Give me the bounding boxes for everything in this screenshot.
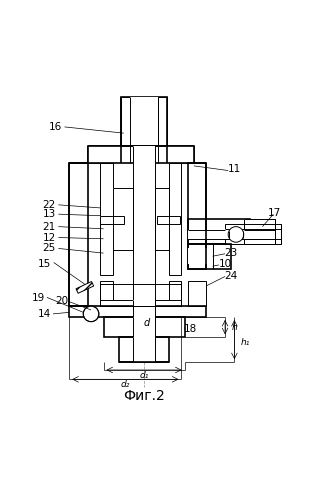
Text: 19: 19: [32, 294, 45, 304]
Bar: [133, 317, 155, 338]
Bar: [133, 194, 153, 256]
Text: 13: 13: [42, 209, 56, 219]
Bar: [104, 317, 185, 338]
Bar: [225, 229, 281, 239]
Bar: [225, 224, 281, 244]
Bar: [244, 219, 275, 244]
Bar: [244, 219, 275, 244]
Bar: [113, 188, 133, 250]
Bar: [121, 98, 130, 146]
Bar: [156, 216, 180, 224]
Text: d₂: d₂: [121, 380, 130, 390]
Bar: [88, 146, 194, 162]
Polygon shape: [76, 282, 94, 294]
Bar: [188, 244, 231, 268]
Bar: [100, 216, 124, 224]
Text: h: h: [231, 322, 237, 332]
Text: 21: 21: [42, 222, 56, 232]
Bar: [169, 281, 182, 306]
Bar: [102, 178, 111, 219]
Bar: [167, 146, 194, 162]
Bar: [100, 216, 124, 224]
Circle shape: [83, 306, 99, 322]
Bar: [100, 281, 113, 306]
Bar: [188, 162, 206, 268]
Text: 23: 23: [225, 248, 238, 258]
Bar: [119, 338, 169, 362]
Bar: [100, 284, 147, 306]
Bar: [188, 219, 250, 244]
Bar: [121, 146, 167, 162]
Bar: [69, 306, 206, 317]
Text: 16: 16: [49, 122, 62, 132]
Bar: [133, 338, 155, 362]
Text: 18: 18: [184, 324, 198, 334]
Bar: [113, 162, 169, 306]
Bar: [169, 281, 182, 306]
Bar: [169, 162, 182, 275]
Text: 17: 17: [268, 208, 281, 218]
Bar: [100, 162, 113, 275]
Text: 22: 22: [42, 200, 56, 210]
Bar: [130, 98, 158, 146]
Bar: [100, 281, 113, 306]
Bar: [188, 281, 206, 306]
Bar: [88, 146, 194, 162]
Text: d₁: d₁: [139, 371, 149, 380]
Text: 11: 11: [228, 164, 241, 174]
Bar: [155, 188, 169, 250]
Bar: [88, 146, 121, 162]
Bar: [83, 306, 99, 322]
Bar: [188, 281, 206, 306]
Circle shape: [228, 226, 244, 242]
Bar: [100, 300, 182, 306]
Bar: [188, 162, 206, 268]
Bar: [158, 98, 167, 146]
Text: h₁: h₁: [241, 338, 250, 347]
Bar: [100, 162, 113, 275]
Bar: [188, 244, 231, 268]
Text: 14: 14: [38, 309, 51, 319]
Bar: [188, 219, 250, 244]
Bar: [119, 338, 169, 362]
Bar: [69, 162, 88, 306]
Bar: [133, 306, 155, 317]
Text: 12: 12: [42, 232, 56, 242]
Text: 24: 24: [225, 272, 238, 281]
Text: Фиг.2: Фиг.2: [123, 390, 165, 404]
Bar: [121, 98, 130, 146]
Bar: [188, 248, 213, 264]
Bar: [158, 98, 167, 146]
Bar: [104, 317, 185, 338]
Bar: [113, 188, 133, 250]
Bar: [121, 98, 167, 146]
Bar: [155, 188, 169, 250]
Bar: [225, 224, 281, 244]
Bar: [169, 162, 182, 275]
Bar: [244, 230, 275, 239]
Text: 20: 20: [55, 296, 68, 306]
Bar: [69, 162, 88, 306]
Text: 10: 10: [218, 259, 232, 269]
Text: 25: 25: [42, 244, 56, 254]
Bar: [188, 230, 250, 239]
Bar: [133, 300, 155, 306]
Bar: [100, 300, 182, 306]
Bar: [156, 216, 180, 224]
Text: 15: 15: [38, 259, 51, 269]
Text: d: d: [144, 318, 150, 328]
Bar: [133, 146, 155, 306]
Bar: [69, 306, 206, 317]
Bar: [135, 284, 182, 306]
